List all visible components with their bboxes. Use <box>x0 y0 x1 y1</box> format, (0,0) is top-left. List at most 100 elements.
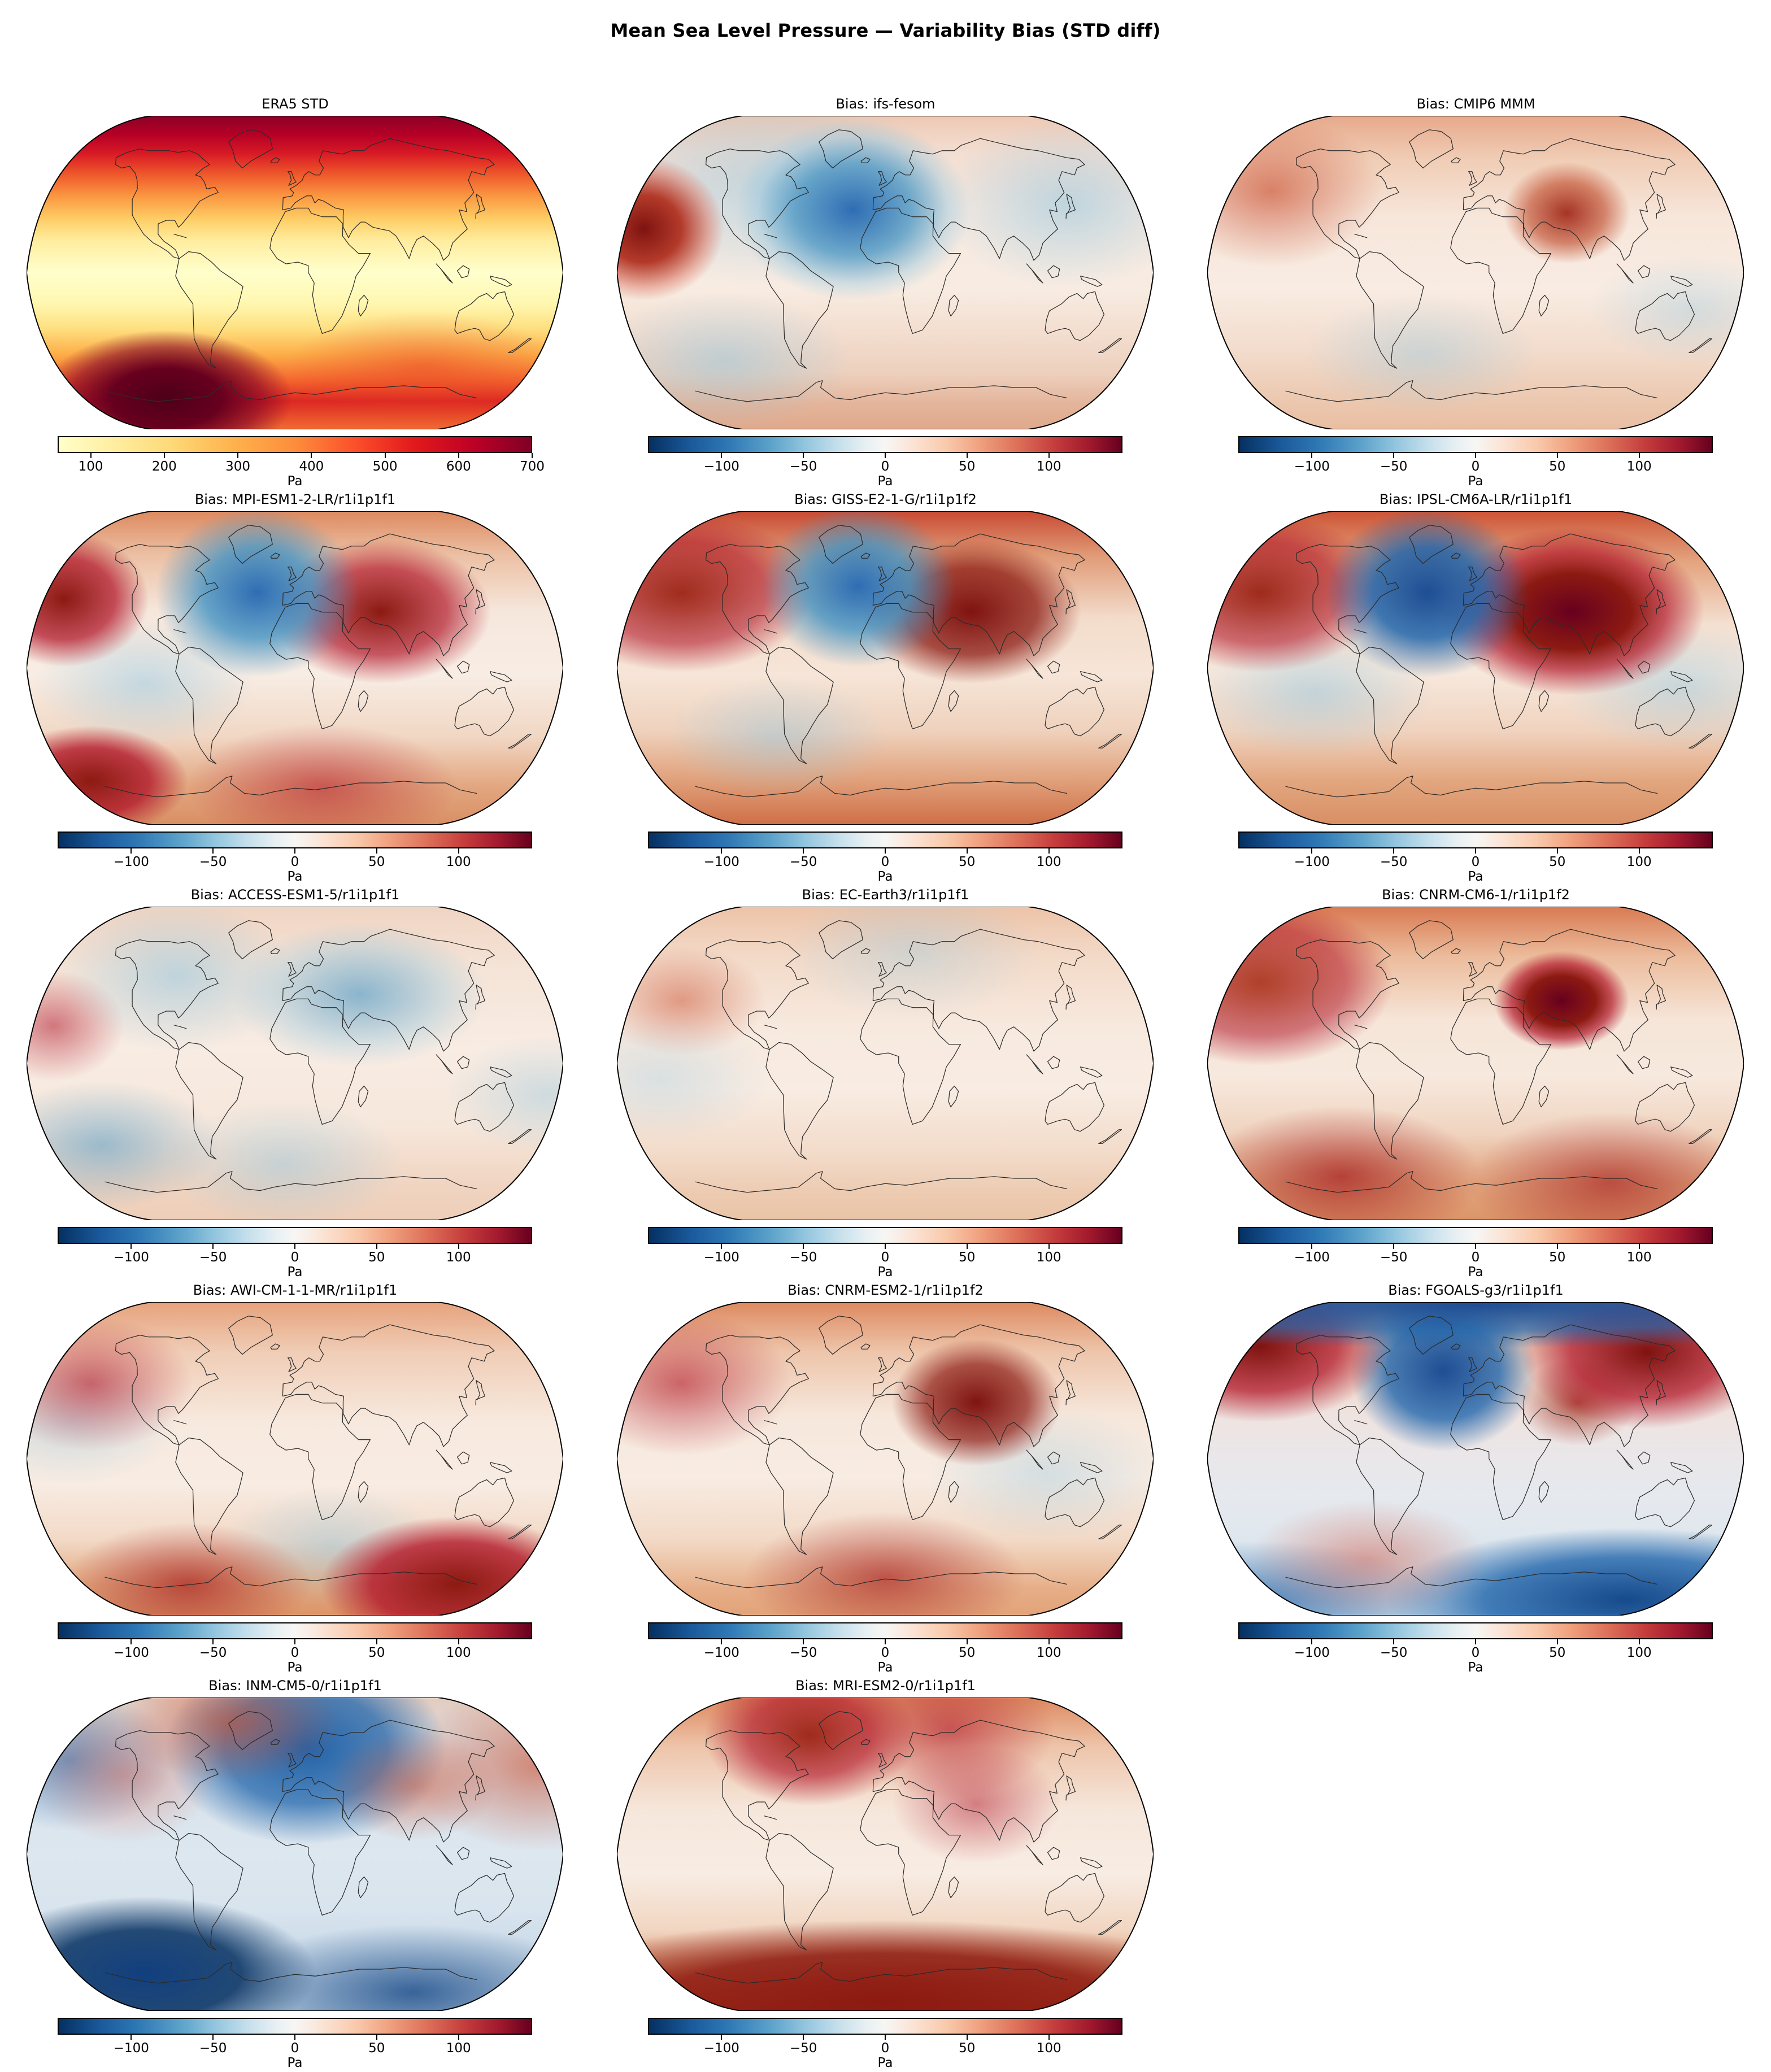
colorbar-tick <box>1556 848 1558 854</box>
map-field <box>27 116 563 429</box>
colorbar-tick-label: 100 <box>1626 1250 1652 1265</box>
colorbar-tick <box>721 1639 723 1644</box>
map-field <box>1207 907 1744 1220</box>
colorbar-tick <box>163 453 165 458</box>
colorbar-gradient <box>648 436 1122 453</box>
colorbar-ticks: −100 −50 0 50 100 <box>1238 1639 1713 1661</box>
world-map <box>27 1697 563 2011</box>
colorbar-tick <box>376 1244 377 1249</box>
colorbar-tick <box>90 453 92 458</box>
colorbar-tick <box>212 1639 214 1644</box>
colorbar-tick <box>966 1244 968 1249</box>
colorbar: −100 −50 0 50 100 Pa <box>648 2018 1122 2070</box>
panel-title: Bias: IPSL-CM6A-LR/r1i1p1f1 <box>1379 491 1573 507</box>
map-field <box>27 1302 563 1616</box>
colorbar-tick-label: −50 <box>1380 1250 1408 1265</box>
colorbar-tick <box>1393 848 1395 854</box>
colorbar-ticks: −100 −50 0 50 100 <box>1238 453 1713 475</box>
colorbar-tick <box>1311 453 1313 458</box>
map-outline <box>617 511 1154 825</box>
panel-title: Bias: ifs-fesom <box>836 96 935 112</box>
panel-title: Bias: CNRM-ESM2-1/r1i1p1f2 <box>787 1282 984 1298</box>
map-panel-mpi-esm1-2-lr: Bias: MPI-ESM1-2-LR/r1i1p1f1 −100 −50 0 50 10… <box>0 486 590 883</box>
colorbar-tick <box>130 1639 132 1644</box>
colorbar-tick <box>1393 1639 1395 1644</box>
colorbar: −100 −50 0 50 100 Pa <box>648 832 1122 883</box>
panel-title: Bias: MRI-ESM2-0/r1i1p1f1 <box>795 1678 976 1694</box>
map-field <box>1207 116 1744 429</box>
colorbar-ticks: −100 −50 0 50 100 <box>648 1639 1122 1661</box>
world-map <box>617 1302 1154 1616</box>
colorbar-tick-label: −50 <box>199 1646 227 1660</box>
colorbar-tick <box>1556 1244 1558 1249</box>
world-map <box>27 116 563 429</box>
colorbar: −100 −50 0 50 100 Pa <box>58 1227 532 1279</box>
colorbar-gradient <box>1238 1622 1713 1639</box>
colorbar-tick <box>1393 453 1395 458</box>
map-outline <box>1207 907 1744 1220</box>
colorbar-tick-label: −50 <box>1380 459 1408 474</box>
colorbar-tick <box>966 453 968 458</box>
colorbar-unit-label: Pa <box>1468 1265 1483 1279</box>
colorbar-tick-label: 400 <box>299 459 324 474</box>
panel-title: Bias: CNRM-CM6-1/r1i1p1f2 <box>1382 887 1570 903</box>
colorbar-tick <box>458 1639 459 1644</box>
colorbar-tick-label: 100 <box>446 855 471 869</box>
map-panel-awi-cm-1-1-mr: Bias: AWI-CM-1-1-MR/r1i1p1f1 −100 −50 0 50 10… <box>0 1277 590 1674</box>
colorbar-tick-label: 50 <box>368 1250 385 1265</box>
colorbar: −100 −50 0 50 100 Pa <box>648 436 1122 488</box>
colorbar-tick-label: −100 <box>1294 855 1330 869</box>
colorbar-tick-label: 0 <box>1471 459 1480 474</box>
colorbar-ticks: −100 −50 0 50 100 <box>58 2035 532 2056</box>
colorbar-gradient <box>648 832 1122 848</box>
colorbar: −100 −50 0 50 100 Pa <box>58 2018 532 2070</box>
world-map <box>27 511 563 825</box>
panel-title: Bias: EC-Earth3/r1i1p1f1 <box>802 887 969 903</box>
colorbar-tick-label: 100 <box>1626 459 1652 474</box>
map-field <box>1207 511 1744 825</box>
map-outline <box>617 1302 1154 1616</box>
map-outline <box>27 907 563 1220</box>
colorbar-tick-label: 0 <box>1471 855 1480 869</box>
map-field <box>617 1302 1154 1616</box>
map-outline <box>27 116 563 429</box>
colorbar-tick-label: 0 <box>881 1250 890 1265</box>
colorbar-tick-label: 100 <box>446 2041 471 2056</box>
map-panel-giss-e2-1-g: Bias: GISS-E2-1-G/r1i1p1f2 −100 −50 0 50 100 P… <box>590 486 1181 883</box>
panel-title: Bias: FGOALS-g3/r1i1p1f1 <box>1388 1282 1564 1298</box>
colorbar: −100 −50 0 50 100 Pa <box>1238 436 1713 488</box>
panel-title: Bias: AWI-CM-1-1-MR/r1i1p1f1 <box>193 1282 398 1298</box>
world-map <box>27 1302 563 1616</box>
map-panel-ec-earth3: Bias: EC-Earth3/r1i1p1f1 −100 −50 0 50 100 Pa <box>590 881 1181 1279</box>
colorbar-tick <box>1048 453 1050 458</box>
colorbar-gradient <box>58 1227 532 1244</box>
colorbar-tick-label: 50 <box>368 855 385 869</box>
colorbar-tick-label: −50 <box>1380 855 1408 869</box>
colorbar-tick-label: 50 <box>959 855 976 869</box>
colorbar-tick-label: 50 <box>1549 1646 1566 1660</box>
colorbar-tick-label: 50 <box>959 1250 976 1265</box>
map-field <box>617 1697 1154 2011</box>
colorbar-ticks: −100 −50 0 50 100 <box>1238 1244 1713 1265</box>
colorbar: −100 −50 0 50 100 Pa <box>58 832 532 883</box>
colorbar: −100 −50 0 50 100 Pa <box>1238 1227 1713 1279</box>
colorbar-tick-label: 100 <box>446 1250 471 1265</box>
colorbar-gradient <box>58 2018 532 2035</box>
colorbar-ticks: −100 −50 0 50 100 <box>648 453 1122 475</box>
colorbar-tick <box>1311 1639 1313 1644</box>
colorbar-tick-label: 200 <box>151 459 177 474</box>
colorbar-tick-label: −50 <box>789 1250 817 1265</box>
colorbar-tick-label: −50 <box>199 855 227 869</box>
map-outline <box>617 907 1154 1220</box>
colorbar-tick <box>376 1639 377 1644</box>
colorbar-tick-label: 0 <box>881 459 890 474</box>
map-field <box>617 116 1154 429</box>
colorbar-gradient <box>58 1622 532 1639</box>
colorbar-gradient <box>648 2018 1122 2035</box>
map-outline <box>617 1697 1154 2011</box>
figure-title: Mean Sea Level Pressure — Variability Bi… <box>610 20 1161 42</box>
map-field <box>27 511 563 825</box>
colorbar-gradient <box>1238 1227 1713 1244</box>
colorbar-tick <box>1556 453 1558 458</box>
colorbar-unit-label: Pa <box>877 1265 893 1279</box>
